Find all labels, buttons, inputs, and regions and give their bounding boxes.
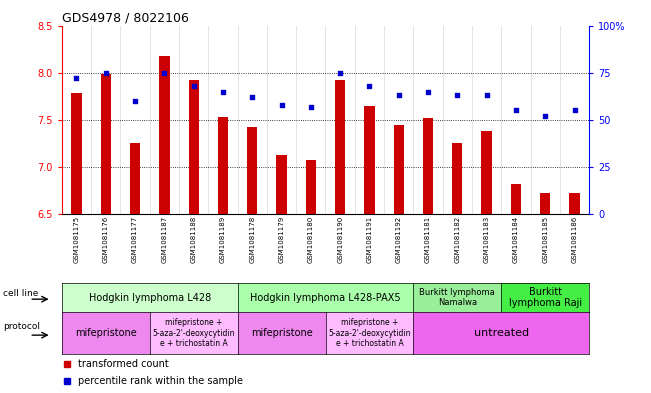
Point	[71, 75, 82, 81]
Bar	[72, 92, 81, 214]
Bar	[365, 106, 374, 214]
Bar	[159, 56, 169, 214]
Point	[159, 70, 169, 76]
Point	[188, 83, 199, 89]
Point	[217, 88, 228, 95]
Text: protocol: protocol	[3, 322, 40, 331]
Text: Burkitt
lymphoma Raji: Burkitt lymphoma Raji	[508, 287, 582, 309]
Bar	[482, 131, 492, 214]
Bar	[394, 125, 404, 214]
Point	[569, 107, 579, 114]
Point	[100, 70, 111, 76]
Point	[481, 92, 492, 99]
Point	[276, 102, 286, 108]
Text: GDS4978 / 8022106: GDS4978 / 8022106	[62, 12, 189, 25]
Bar	[101, 73, 111, 214]
Bar	[540, 193, 550, 214]
Point	[364, 83, 374, 89]
Point	[423, 88, 434, 95]
Bar	[247, 127, 257, 214]
Text: Burkitt lymphoma
Namalwa: Burkitt lymphoma Namalwa	[419, 288, 495, 307]
Point	[130, 98, 140, 104]
Point	[540, 113, 550, 119]
Bar	[130, 143, 140, 214]
Bar	[306, 160, 316, 214]
Text: mifepristone +
5-aza-2'-deoxycytidin
e + trichostatin A: mifepristone + 5-aza-2'-deoxycytidin e +…	[152, 318, 235, 348]
Text: percentile rank within the sample: percentile rank within the sample	[78, 376, 243, 386]
Bar	[277, 155, 286, 214]
Text: mifepristone +
5-aza-2'-deoxycytidin
e + trichostatin A: mifepristone + 5-aza-2'-deoxycytidin e +…	[328, 318, 411, 348]
Text: Hodgkin lymphoma L428-PAX5: Hodgkin lymphoma L428-PAX5	[250, 293, 401, 303]
Text: cell line: cell line	[3, 289, 38, 298]
Text: transformed count: transformed count	[78, 358, 169, 369]
Text: mifepristone: mifepristone	[75, 328, 137, 338]
Bar	[570, 193, 579, 214]
Bar	[423, 118, 433, 214]
Bar	[335, 80, 345, 214]
Point	[247, 94, 257, 100]
Bar	[218, 117, 228, 214]
Point	[335, 70, 345, 76]
Point	[452, 92, 462, 99]
Bar	[511, 184, 521, 214]
Point	[305, 103, 316, 110]
Point	[393, 92, 404, 99]
Bar	[189, 80, 199, 214]
Text: untreated: untreated	[474, 328, 529, 338]
Text: Hodgkin lymphoma L428: Hodgkin lymphoma L428	[89, 293, 211, 303]
Text: mifepristone: mifepristone	[251, 328, 312, 338]
Bar	[452, 143, 462, 214]
Point	[510, 107, 521, 114]
